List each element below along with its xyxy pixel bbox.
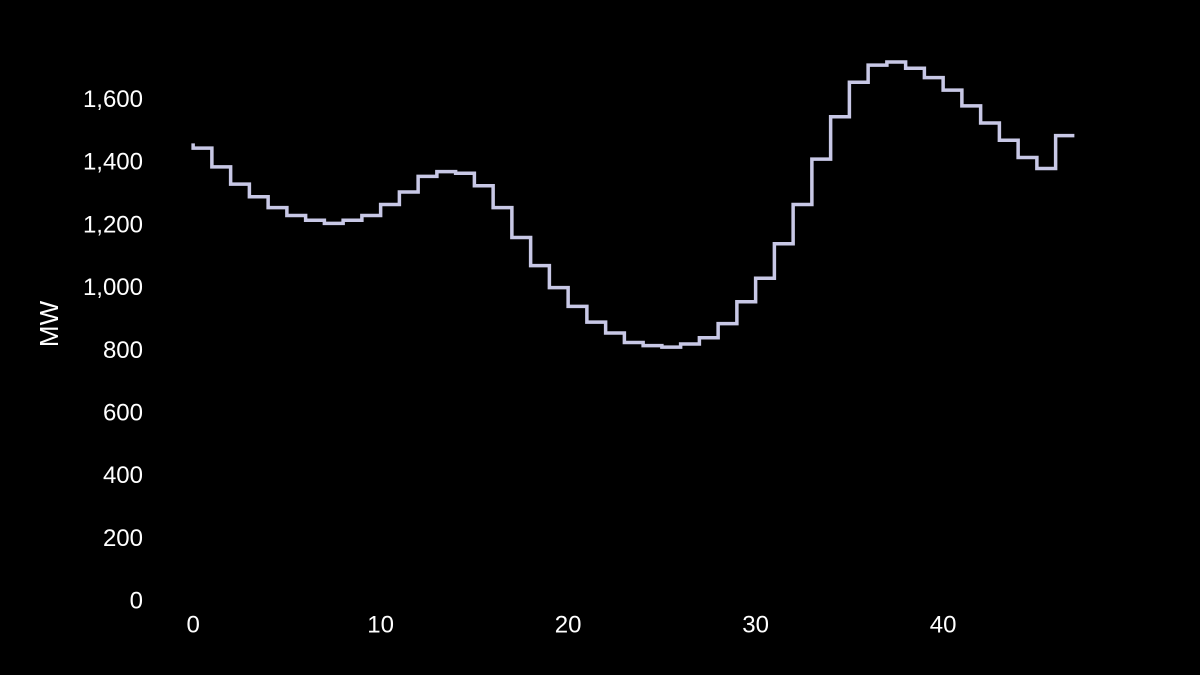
series-layer <box>191 60 1075 349</box>
y-tick-label: 800 <box>103 337 143 364</box>
y-tick-label: 400 <box>103 462 143 489</box>
x-tick-label: 40 <box>930 612 957 639</box>
series-line-0 <box>191 60 1075 349</box>
y-tick-label: 1,000 <box>83 274 143 301</box>
y-tick-label: 1,200 <box>83 211 143 238</box>
y-tick-label: 1,400 <box>83 149 143 176</box>
x-axis-ticks: 0 10 20 30 40 <box>186 612 956 639</box>
y-tick-label: 1,600 <box>83 86 143 113</box>
y-axis-ticks: 0 200 400 600 800 1,000 1,200 1,400 1,600 <box>83 86 143 614</box>
y-tick-label: 200 <box>103 525 143 552</box>
x-tick-label: 20 <box>555 612 582 639</box>
x-tick-label: 0 <box>186 612 199 639</box>
y-axis-title: MW <box>34 300 64 347</box>
y-tick-label: 0 <box>130 588 143 615</box>
x-tick-label: 30 <box>742 612 769 639</box>
y-tick-label: 600 <box>103 399 143 426</box>
x-tick-label: 10 <box>367 612 394 639</box>
